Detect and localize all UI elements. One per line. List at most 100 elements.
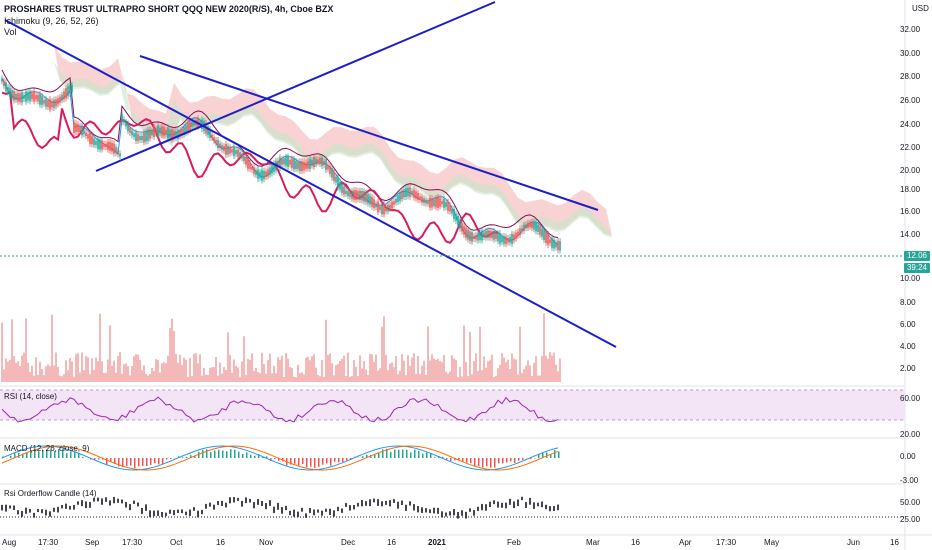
candle-body	[479, 232, 481, 241]
candle-body	[499, 233, 501, 244]
orderflow-candle	[369, 499, 371, 507]
orderflow-candle	[197, 510, 199, 518]
volume-bar	[143, 365, 145, 382]
candle-body	[557, 240, 559, 251]
candle-body	[233, 146, 235, 157]
volume-bar	[35, 357, 37, 382]
macd-histogram-bar	[486, 458, 488, 467]
candle-body	[79, 126, 81, 132]
volume-bar	[349, 376, 351, 382]
candle-body	[413, 189, 415, 198]
volume-bar	[131, 366, 133, 382]
price-axis-label: 18.00	[900, 185, 921, 194]
candle-body	[241, 154, 243, 159]
macd-histogram-bar	[138, 458, 140, 467]
orderflow-candle	[405, 504, 407, 511]
candle-body	[137, 134, 139, 142]
orderflow-candle	[345, 502, 347, 507]
volume-bar	[17, 361, 19, 382]
volume-bar	[183, 357, 185, 382]
macd-histogram-bar	[118, 458, 120, 467]
rsi-legend[interactable]: RSI (14, close)	[4, 392, 57, 401]
macd-histogram-bar	[54, 451, 56, 458]
candle-body	[535, 222, 537, 232]
orderflow-candle	[533, 502, 535, 509]
volume-bar	[285, 352, 287, 382]
candle-body	[217, 140, 219, 148]
candle-body	[335, 176, 337, 183]
volume-bar	[47, 364, 49, 382]
candle-body	[131, 130, 133, 136]
candle-body	[225, 143, 227, 155]
volume-bar	[433, 358, 435, 382]
ichimoku-cloud-bull	[54, 62, 612, 238]
orderflow-candle	[9, 505, 11, 509]
volume-bar	[199, 354, 201, 382]
candle-body	[259, 171, 261, 179]
macd-histogram-bar	[298, 458, 300, 466]
candle-body	[319, 157, 321, 165]
macd-histogram-bar	[98, 458, 100, 460]
macd-histogram-bar	[114, 458, 116, 465]
ichimoku-legend[interactable]: Ichimoku (9, 26, 52, 26)	[4, 16, 99, 26]
candle-body	[367, 193, 369, 204]
volume-bar	[19, 366, 21, 382]
volume-bar	[429, 360, 431, 382]
candle-body	[481, 230, 483, 241]
volume-bar	[273, 365, 275, 382]
volume-bar	[531, 375, 533, 382]
candle-body	[357, 190, 359, 200]
volume-bar	[75, 354, 77, 382]
macd-histogram-bar	[302, 458, 304, 465]
orderflow-candle	[77, 501, 79, 505]
candle-body	[185, 125, 187, 133]
orderflow-candle	[213, 504, 215, 510]
volume-bar	[341, 358, 343, 382]
candle-body	[383, 203, 385, 215]
macd-histogram-bar	[518, 458, 520, 461]
macd-legend[interactable]: MACD (12, 26, close, 9)	[4, 444, 90, 453]
orderflow-candle	[117, 498, 119, 503]
orderflow-legend[interactable]: Rsi Orderflow Candle (14)	[4, 489, 97, 498]
candle-body	[303, 161, 305, 171]
candle-body	[509, 237, 511, 243]
candle-body	[163, 126, 165, 136]
orderflow-candle	[265, 503, 267, 510]
macd-histogram-bar	[258, 454, 260, 458]
candle-body	[485, 230, 487, 238]
candle-body	[175, 131, 177, 139]
candle-body	[147, 129, 149, 141]
candle-body	[11, 90, 13, 99]
volume-bar	[289, 366, 291, 382]
macd-histogram-bar	[34, 450, 36, 458]
candle-body	[491, 231, 493, 239]
candle-body	[317, 159, 319, 163]
macd-histogram-bar	[502, 458, 504, 464]
time-axis-label: Oct	[170, 538, 183, 547]
rsi-axis-label: 20.00	[900, 430, 921, 439]
orderflow-candle	[153, 510, 155, 517]
candle-body	[503, 236, 505, 244]
orderflow-candle	[41, 509, 43, 514]
macd-histogram-bar	[46, 449, 48, 458]
volume-bar	[87, 357, 89, 382]
candle-body	[547, 233, 549, 245]
volume-legend[interactable]: Vol	[4, 27, 17, 37]
candle-body	[153, 126, 155, 137]
volume-bar	[323, 376, 325, 382]
candle-body	[495, 233, 497, 239]
volume-bar	[445, 371, 447, 382]
volume-bar	[301, 372, 303, 382]
volume-bar	[65, 360, 67, 382]
macd-histogram-bar	[146, 458, 148, 467]
candle-body	[7, 86, 9, 93]
orderflow-candle	[21, 510, 23, 517]
candle-body	[123, 119, 125, 123]
macd-histogram-bar	[42, 449, 44, 458]
volume-bar	[549, 352, 551, 382]
candle-body	[149, 129, 151, 139]
volume-bar	[161, 363, 163, 382]
macd-histogram-bar	[530, 458, 532, 460]
